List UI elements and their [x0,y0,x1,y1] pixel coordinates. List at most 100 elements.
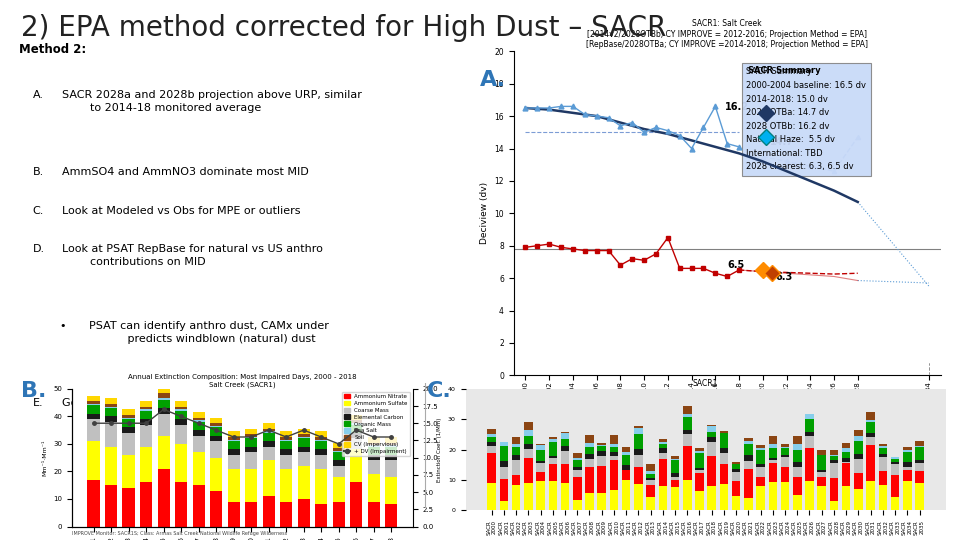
Bar [683,406,691,414]
Bar [732,469,740,471]
Bar [488,442,496,446]
Bar [537,450,545,461]
Bar [610,460,618,490]
Bar [915,460,924,463]
Bar [793,462,802,467]
Bar [524,449,533,458]
Bar [228,437,240,440]
Clearest - 2000-2018 Obs [698,265,709,272]
Bar [597,443,606,444]
Bar [537,461,545,463]
Bar [573,460,582,467]
Bar [280,440,292,441]
DV (Impairment) [157,406,169,413]
Bar [708,485,716,510]
Clearest - 2000-2018 Obs [532,242,543,249]
Bar [561,464,569,483]
Title: Annual Extinction Composition: Most Impaired Days, 2000 - 2018
Salt Creek (SACR1: Annual Extinction Composition: Most Impa… [128,374,357,388]
Bar [878,485,887,510]
Bar [769,482,777,510]
Legend: Ammonium Nitrate, Ammonium Sulfate, Coarse Mass, Elemental Carbon, Organic Mass,: Ammonium Nitrate, Ammonium Sulfate, Coar… [342,392,410,456]
Bar [866,446,875,481]
Bar [659,453,667,459]
Bar [524,458,533,483]
Bar [140,482,153,526]
Bar [842,457,851,462]
Bar [315,455,327,469]
MID - Non Adj [780,168,792,174]
Bar [105,447,117,485]
Bar [597,466,606,493]
Clearest - 2000-2018 Obs [627,255,638,262]
Bar [385,442,397,446]
Bar [878,454,887,457]
Bar [262,431,275,433]
Bar [228,441,240,449]
Bar [915,471,924,483]
Bar [915,447,924,460]
Bar [105,407,117,408]
Bar [315,469,327,504]
DV (Impairment) [350,427,362,433]
Bar [891,497,900,510]
Bar [635,449,642,455]
Bar [854,441,863,454]
MID - Non Adj [733,150,745,157]
MID - 2000-2018 Obs [603,114,614,121]
Bar [123,488,134,526]
Bar [671,480,680,487]
Bar [805,414,814,418]
Bar [157,436,170,469]
Bar [780,448,789,455]
Bar [818,455,826,470]
Bar [315,441,327,449]
Text: A.: A. [33,90,44,100]
Bar [315,504,327,526]
Bar [140,407,153,409]
MID - 2000-2018 Obs [591,113,603,119]
Text: Look at Modeled vs Obs for MPE or outliers: Look at Modeled vs Obs for MPE or outlie… [62,206,300,215]
Bar [780,467,789,482]
Bar [818,472,826,477]
Bar [635,434,642,449]
Bar [756,444,765,448]
Bar [903,470,912,481]
Bar [548,464,557,481]
Text: C.: C. [427,381,452,401]
Bar [157,469,170,526]
Bar [878,448,887,454]
Bar [350,424,362,433]
Bar [708,442,716,456]
Line: Clearest - 2000-2018 Obs: Clearest - 2000-2018 Obs [523,235,741,279]
Bar [635,484,642,510]
Bar [245,438,257,447]
Bar [332,477,345,502]
MID - Non Adj [828,187,840,194]
Bar [548,458,557,464]
Bar [245,469,257,502]
DV (Impairment) [333,441,345,447]
Bar [548,481,557,510]
Line: MID - Non Adj: MID - Non Adj [525,108,857,202]
Bar [87,414,100,419]
Bar [818,470,826,472]
Clearest - 2000-2018 Obs [709,270,721,276]
Bar [350,415,362,421]
Bar [488,483,496,510]
Bar [842,462,851,463]
MID - Non Adj [709,144,721,150]
Bar [586,468,593,492]
Bar [597,456,606,466]
Bar [385,461,397,477]
Bar [537,481,545,510]
Bar [780,455,789,457]
Text: 16.2: 16.2 [725,103,749,112]
Bar [499,467,508,479]
Text: SACR Summary
2000-2004 baseline: 16.5 dv
2014-2018: 15.0 dv
2028 OTBa: 14.7 dv
2: SACR Summary 2000-2004 baseline: 16.5 dv… [747,68,867,171]
Bar [210,457,223,491]
MID - 2000-2018 Obs [567,103,579,110]
Bar [298,452,310,466]
Bar [228,431,240,437]
Bar [903,450,912,452]
Bar [87,441,100,480]
